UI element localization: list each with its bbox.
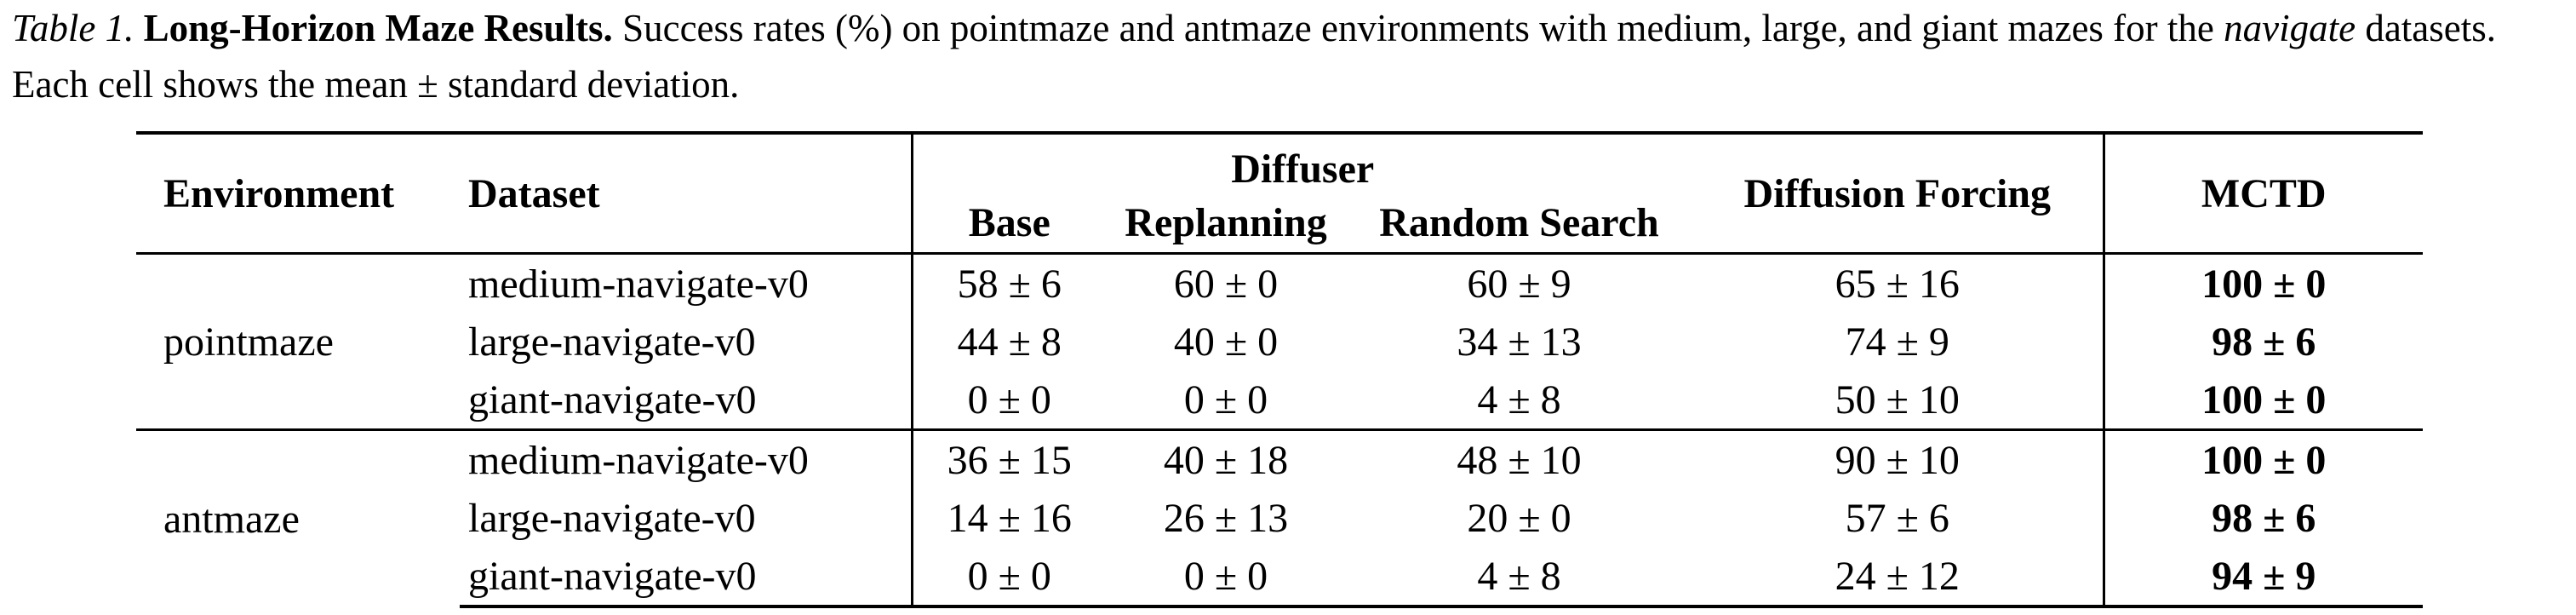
caption-emphasis: navigate [2224,7,2356,49]
diffusion-forcing-cell: 24 ± 12 [1692,547,2105,608]
dataset-cell: large-navigate-v0 [460,313,913,371]
table-row: large-navigate-v0 14 ± 16 26 ± 13 20 ± 0 57 … [136,489,2423,547]
replanning-cell: 60 ± 0 [1106,252,1346,313]
table-row: large-navigate-v0 44 ± 8 40 ± 0 34 ± 13 74 ±… [136,313,2423,371]
results-table: Environment Dataset Diffuser Diffusion F… [136,131,2423,608]
environment-cell: antmaze [136,428,460,606]
header-environment: Environment [136,131,460,254]
base-cell: 0 ± 0 [967,376,1051,422]
base-cell: 58 ± 6 [912,252,1106,313]
caption-title: Long-Horizon Maze Results. [143,7,613,49]
dataset-cell: medium-navigate-v0 [460,428,913,489]
replanning-cell: 0 ± 0 [1106,547,1346,608]
diffusion-forcing-cell: 65 ± 16 [1692,252,2105,313]
results-table-container: Environment Dataset Diffuser Diffusion F… [136,131,2423,608]
dataset-cell: medium-navigate-v0 [460,252,913,313]
random-search-cell: 4 ± 8 [1477,376,1561,422]
table-row: antmaze medium-navigate-v0 36 ± 15 40 ± 18 4… [136,428,2423,606]
mctd-cell: 100 ± 0 [2201,376,2327,422]
mctd-cell: 100 ± 0 [2104,252,2423,313]
header-diffusion-forcing: Diffusion Forcing [1692,131,2105,254]
header-base: Base [968,199,1050,245]
diffusion-forcing-cell: 57 ± 6 [1692,489,2105,547]
caption-text-2: datasets. Each cell shows the mean ± sta… [12,7,2497,106]
environment-cell: pointmaze [136,252,460,430]
replanning-cell: 26 ± 13 [1163,495,1289,541]
mctd-cell: 100 ± 0 [2104,428,2423,489]
random-search-cell: 48 ± 10 [1346,428,1692,489]
diffusion-forcing-cell: 74 ± 9 [1692,313,2105,371]
replanning-cell: 0 ± 0 [1183,376,1268,422]
table-row: giant-navigate-v0 0 ± 0 0 ± 0 4 ± 8 50 ± 10 1… [136,371,2423,430]
dataset-cell: giant-navigate-v0 [460,547,913,608]
header-diffuser-group: Diffuser [912,131,1692,193]
mctd-cell: 94 ± 9 [2104,547,2423,608]
table-caption: Table 1. Long-Horizon Maze Results. Succ… [12,0,2566,112]
header-dataset: Dataset [460,131,913,254]
base-cell: 36 ± 15 [912,428,1106,489]
base-cell: 0 ± 0 [912,547,1106,608]
base-cell: 14 ± 16 [947,495,1072,541]
header-random-search: Random Search [1379,199,1659,245]
caption-text-1: Success rates (%) on pointmaze and antma… [612,7,2224,49]
replanning-cell: 40 ± 18 [1106,428,1346,489]
caption-label: Table 1. [12,7,135,49]
random-search-cell: 60 ± 9 [1346,252,1692,313]
base-cell: 44 ± 8 [957,319,1062,365]
mctd-cell: 98 ± 6 [2212,495,2316,541]
random-search-cell: 20 ± 0 [1467,495,1571,541]
replanning-cell: 40 ± 0 [1173,319,1279,365]
random-search-cell: 4 ± 8 [1346,547,1692,608]
dataset-cell: giant-navigate-v0 [460,371,913,430]
mctd-cell: 98 ± 6 [2212,319,2316,365]
header-mctd: MCTD [2104,131,2423,254]
header-replanning: Replanning [1125,199,1327,245]
dataset-cell: large-navigate-v0 [460,489,913,547]
diffusion-forcing-cell: 90 ± 10 [1692,428,2105,489]
random-search-cell: 34 ± 13 [1457,319,1582,365]
diffusion-forcing-cell: 50 ± 10 [1692,371,2105,430]
